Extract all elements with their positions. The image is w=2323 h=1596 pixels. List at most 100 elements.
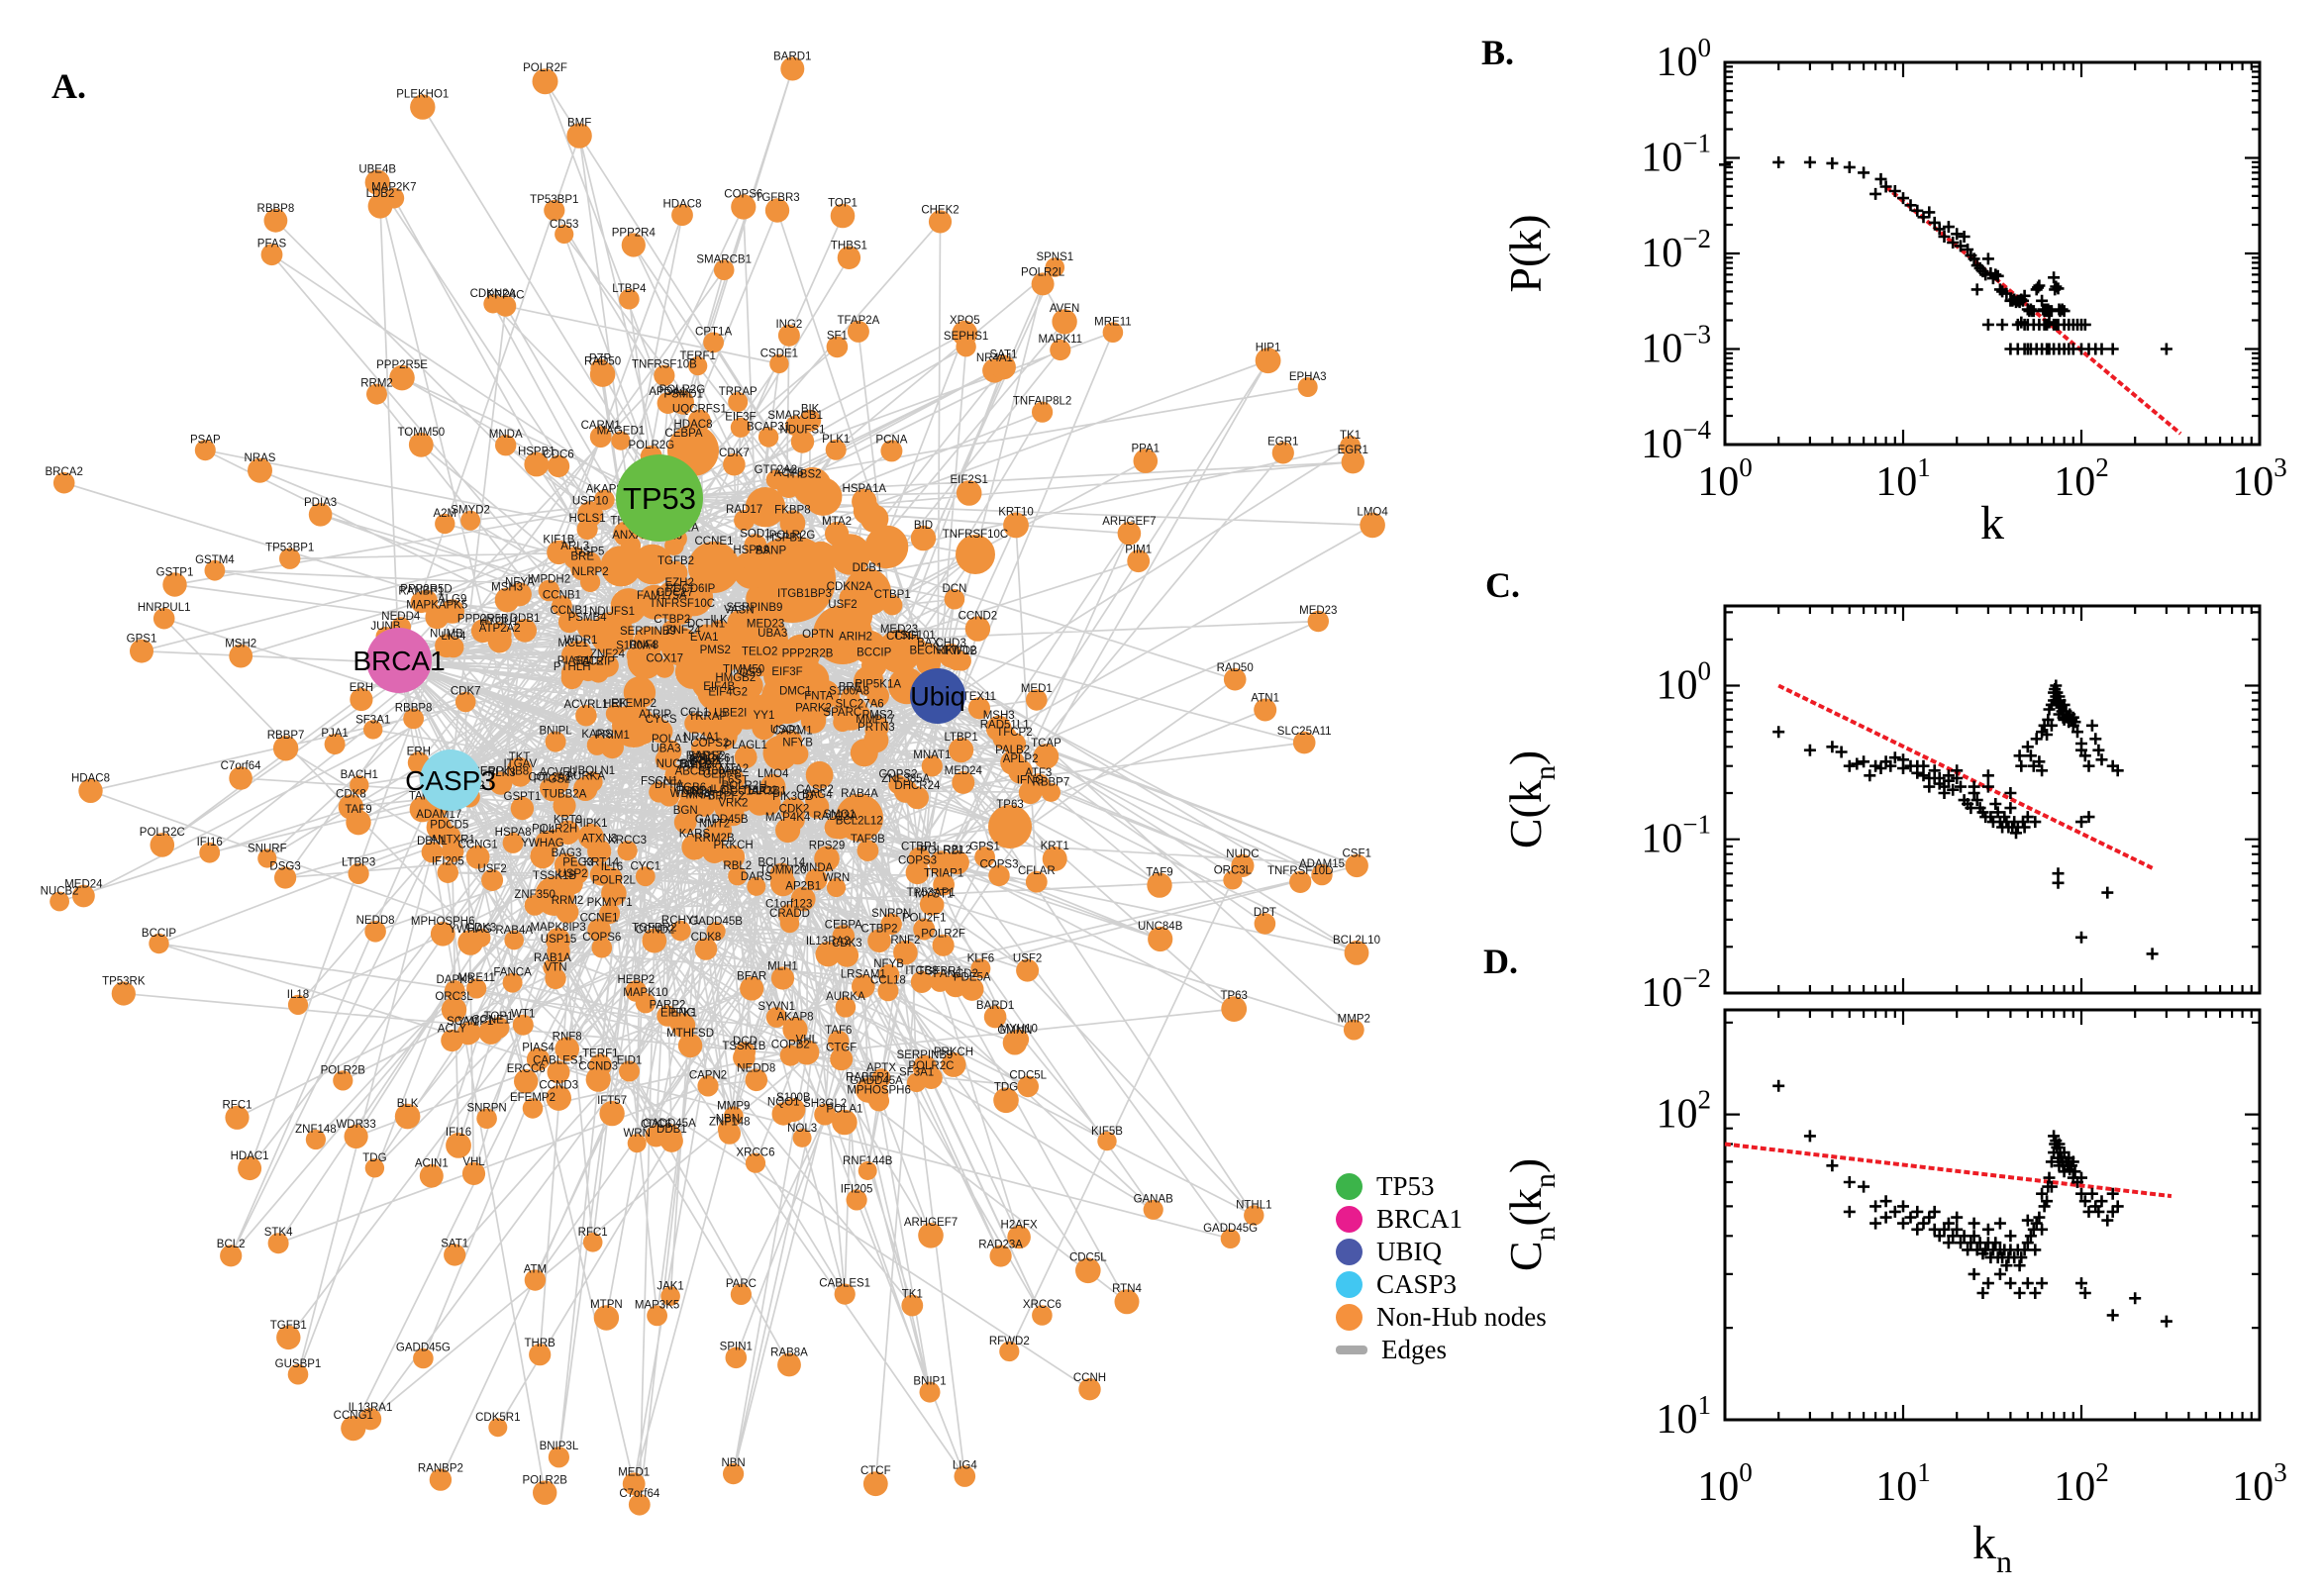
gene-node <box>745 1152 766 1173</box>
gene-label: VTN <box>545 962 567 974</box>
gene-label: ZNF350 <box>514 889 556 901</box>
gene-node <box>1148 926 1173 952</box>
gene-label: SNRPN <box>871 908 911 920</box>
gene-node <box>229 766 252 790</box>
gene-node <box>826 336 849 358</box>
gene-label: LTBP4 <box>612 283 647 295</box>
legend-item-label: Non-Hub nodes <box>1376 1302 1547 1332</box>
gene-node <box>691 738 712 758</box>
gene-label: BAG3 <box>552 848 582 859</box>
hub-node-ubiq <box>910 668 965 724</box>
gene-label: IFI205 <box>432 856 464 868</box>
gene-node <box>792 1128 812 1147</box>
gene-node <box>580 571 601 593</box>
gene-node <box>504 930 524 950</box>
gene-node <box>670 631 696 657</box>
gene-label: MRE11 <box>1094 316 1132 328</box>
gene-node <box>588 1053 612 1077</box>
gene-label: TGFBR2 <box>632 923 676 935</box>
gene-label: POLR2G <box>769 530 816 542</box>
gene-node <box>857 840 879 861</box>
gene-node <box>649 719 673 744</box>
gene-label: SMG1 <box>824 809 857 821</box>
gene-label: EIF4G2 <box>708 687 748 699</box>
gene-label: HRK <box>603 698 628 710</box>
gene-label: PRKCH <box>934 1047 973 1058</box>
gene-label: TNFRSF10C <box>943 529 1008 541</box>
gene-label: ALG9 <box>438 593 466 605</box>
gene-label: YWHAG <box>449 924 492 936</box>
gene-node <box>162 572 187 597</box>
legend-item-label: Edges <box>1381 1335 1447 1364</box>
gene-label: IL13RA2 <box>806 936 851 948</box>
gene-label: MLH1 <box>767 960 798 972</box>
gene-node <box>865 715 889 739</box>
gene-node <box>671 204 693 227</box>
gene-label: IL16 <box>601 861 623 873</box>
gene-label: RAD50 <box>584 355 621 367</box>
gene-label: DHCR24 <box>894 780 941 792</box>
gene-node <box>566 123 592 149</box>
y-tick-label: 10−1 <box>1641 129 1711 181</box>
gene-label: CCNE1 <box>471 1014 510 1026</box>
y-axis-title: Cn(kn) <box>1500 1158 1562 1271</box>
gene-label: ERH <box>407 746 431 757</box>
gene-node <box>713 259 735 281</box>
gene-label: POU2F1 <box>902 913 947 925</box>
gene-label: CDC6 <box>543 449 573 461</box>
gene-label: TNFRSF10C <box>650 598 715 610</box>
gene-label: VASN <box>724 604 754 616</box>
gene-node <box>348 862 369 885</box>
gene-label: TDG <box>362 1152 386 1164</box>
gene-label: C7orf64 <box>221 760 262 772</box>
gene-label: RFC1 <box>222 1100 252 1112</box>
gene-node <box>954 1465 976 1487</box>
gene-label: POLR2L <box>592 875 637 887</box>
gene-node <box>557 611 581 634</box>
gene-node <box>702 839 727 863</box>
x-tick-label: 100 <box>1697 452 1753 505</box>
gene-node <box>655 658 674 678</box>
gene-label: COPB2 <box>771 1040 810 1051</box>
gene-node <box>50 891 69 912</box>
gene-label: RAB4A <box>495 925 533 937</box>
gene-node <box>577 501 603 528</box>
gene-label: UBA3 <box>758 628 787 640</box>
gene-label: RNF8 <box>553 1031 582 1043</box>
gene-label: BLK <box>397 1098 419 1110</box>
gene-label: POLR2H <box>721 780 766 792</box>
gene-label: EIF3F <box>771 666 802 678</box>
gene-label: RBBP7 <box>1033 777 1070 789</box>
gene-label: NQO1 <box>767 1096 800 1108</box>
gene-node <box>111 981 136 1006</box>
gene-label: CTBP2 <box>654 614 690 626</box>
gene-label: PPP2R2B <box>782 648 834 659</box>
gene-node <box>389 364 415 391</box>
gene-label: LIG4 <box>441 631 466 643</box>
gene-label: MTPN <box>590 1299 623 1311</box>
axis-ticks <box>1723 60 2262 447</box>
gene-label: PDIA3 <box>304 497 337 509</box>
gene-label: SARS2 <box>688 750 726 762</box>
gene-node <box>849 821 869 842</box>
gene-label: PZP <box>589 352 612 364</box>
gene-node <box>438 825 461 848</box>
gene-label: COPS2 <box>690 738 729 749</box>
gene-label: DSG3 <box>269 860 300 872</box>
gene-label: COX17 <box>646 652 683 664</box>
gene-node <box>1221 996 1248 1022</box>
gene-node <box>611 431 631 450</box>
gene-label: RRM2 <box>360 378 393 390</box>
gene-label: NEDD4 <box>381 611 421 623</box>
gene-node <box>454 691 476 713</box>
gene-label: BCL2L11 <box>689 755 736 767</box>
gene-label: AP2B1 <box>785 881 821 893</box>
gene-node <box>780 797 806 823</box>
gene-label: GUSBP1 <box>275 1358 322 1370</box>
gene-label: BRCA2 <box>46 466 83 478</box>
gene-node <box>658 785 680 807</box>
gene-label: MYST1 <box>915 889 953 901</box>
gene-node <box>408 432 434 457</box>
gene-label: TFCP2 <box>996 727 1032 739</box>
gene-label: TP53AP1 <box>907 887 956 899</box>
